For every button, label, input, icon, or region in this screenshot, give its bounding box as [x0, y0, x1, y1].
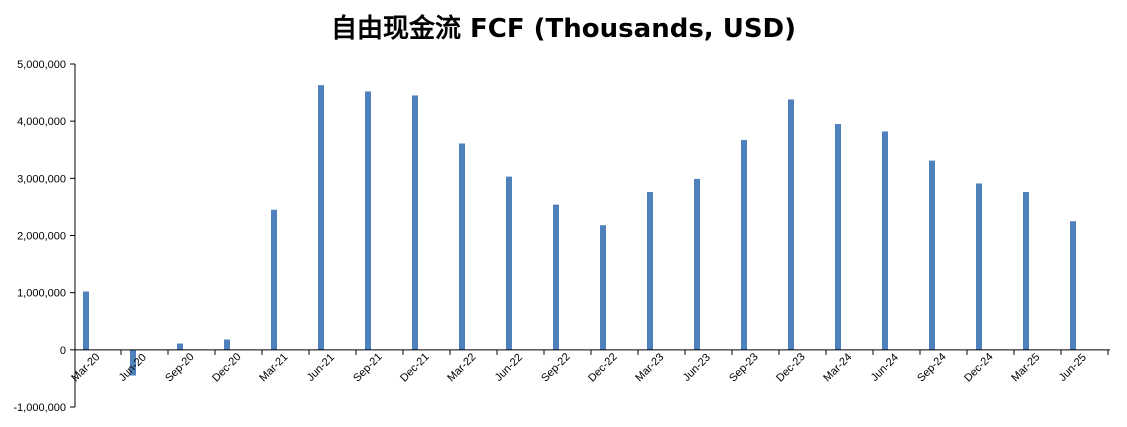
- bar-mar-22: [459, 143, 465, 350]
- bar-dec-20: [224, 339, 230, 350]
- x-tick-label: Sep-22: [539, 351, 573, 385]
- bars: [83, 85, 1076, 376]
- y-tick-label: 0: [60, 345, 66, 357]
- x-tick-label: Mar-20: [69, 351, 102, 384]
- x-tick-label: Mar-21: [257, 351, 290, 384]
- x-tick-label: Jun-23: [681, 352, 713, 384]
- bar-mar-21: [271, 209, 277, 350]
- chart-title: 自由现金流 FCF (Thousands, USD): [330, 14, 797, 44]
- y-tick-label: 2,000,000: [17, 231, 66, 243]
- bar-dec-21: [412, 95, 418, 350]
- x-tick-label: Dec-22: [586, 351, 620, 385]
- x-tick-label: Sep-21: [351, 351, 385, 385]
- x-tick-label: Mar-22: [445, 351, 478, 384]
- x-tick-label: Jun-21: [305, 352, 337, 384]
- bar-dec-23: [788, 99, 794, 350]
- x-tick-label: Mar-23: [633, 351, 666, 384]
- x-tick-label: Dec-21: [398, 351, 432, 385]
- bar-dec-22: [600, 225, 606, 350]
- x-tick-label: Mar-24: [821, 351, 854, 384]
- bar-mar-23: [647, 192, 653, 350]
- bar-jun-24: [882, 131, 888, 350]
- bar-dec-24: [976, 183, 982, 350]
- x-tick-label: Sep-20: [163, 351, 197, 385]
- x-tick-label: Sep-23: [727, 351, 761, 385]
- bar-sep-21: [365, 91, 371, 350]
- y-tick-label: 5,000,000: [17, 59, 66, 71]
- bar-jun-20: [130, 349, 136, 376]
- bar-jun-23: [694, 178, 700, 350]
- x-tick-label: Jun-22: [493, 352, 525, 384]
- bar-jun-22: [506, 176, 512, 350]
- y-tick-label: -1,000,000: [13, 402, 66, 414]
- bar-sep-22: [553, 204, 559, 350]
- x-tick-label: Jun-24: [869, 352, 901, 384]
- y-tick-label: 4,000,000: [17, 116, 66, 128]
- x-axis: Mar-20 Jun-20 Sep-20 Dec-20 Mar-21 Jun-21 Sep-…: [69, 349, 1110, 385]
- x-tick-label: Dec-20: [210, 351, 244, 385]
- bar-sep-24: [929, 160, 935, 350]
- bar-mar-25: [1023, 192, 1029, 350]
- x-tick-label: Mar-25: [1009, 351, 1042, 384]
- bar-sep-20: [177, 343, 183, 350]
- y-tick-label: 1,000,000: [17, 288, 66, 300]
- bar-mar-24: [835, 124, 841, 350]
- x-tick-label: Sep-24: [915, 351, 949, 385]
- bar-sep-23: [741, 140, 747, 350]
- bar-jun-25: [1070, 221, 1076, 350]
- x-tick-label: Dec-24: [962, 351, 996, 385]
- bar-mar-20: [83, 291, 89, 350]
- bar-jun-21: [318, 85, 324, 350]
- y-axis: -1,000,000 0 1,000,000 2,000,000 3,000,000 4,…: [13, 59, 76, 414]
- y-tick-label: 3,000,000: [17, 173, 66, 185]
- x-tick-label: Dec-23: [774, 351, 808, 385]
- x-tick-label: Jun-25: [1057, 352, 1089, 384]
